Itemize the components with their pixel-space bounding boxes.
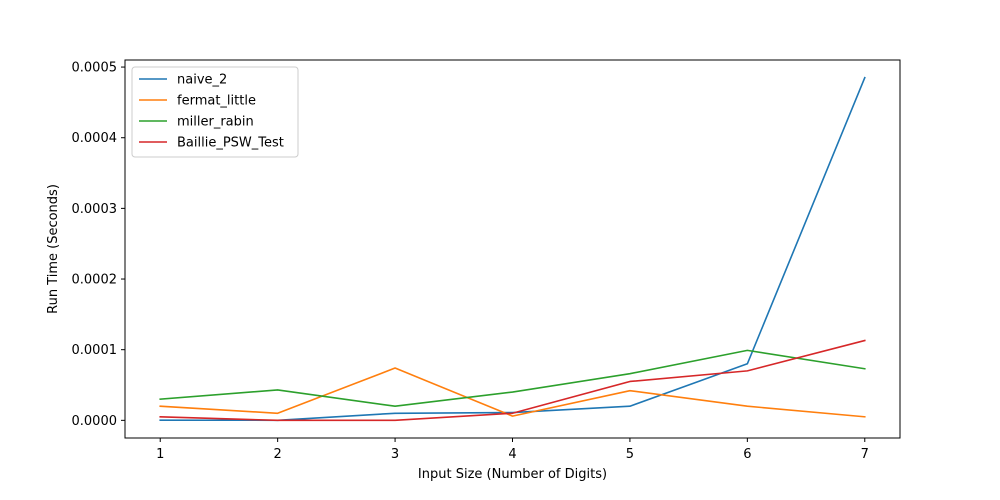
x-tick-label: 4	[508, 447, 516, 462]
legend: naive_2 fermat_little miller_rabin Baillie_…	[131, 66, 299, 158]
y-tick-label: 0.0001	[72, 343, 118, 358]
y-tick-label: 0.0005	[72, 61, 118, 76]
legend-label: Baillie_PSW_Test	[177, 136, 284, 151]
series-line-miller-rabin	[159, 349, 866, 408]
x-tick-label: 6	[743, 447, 751, 462]
x-tick-label: 1	[156, 447, 164, 462]
series-line-fermat-little	[159, 367, 866, 418]
y-tick-label: 0.0002	[72, 273, 118, 288]
y-tick-label: 0.0004	[72, 131, 118, 146]
legend-label: miller_rabin	[177, 115, 254, 130]
x-tick-label: 3	[391, 447, 399, 462]
series-lines	[159, 76, 866, 422]
legend-label: naive_2	[177, 73, 227, 88]
x-tick-label: 5	[626, 447, 634, 462]
x-tick-label: 7	[861, 447, 869, 462]
series-line-baillie-psw-test	[159, 339, 866, 422]
x-axis-label: Input Size (Number of Digits)	[418, 467, 607, 482]
y-tick-label: 0.0003	[72, 202, 118, 217]
y-tick-label: 0.0000	[72, 414, 118, 429]
x-tick-label: 2	[274, 447, 282, 462]
y-axis-label: Run Time (Seconds)	[46, 184, 61, 314]
legend-box	[131, 66, 299, 158]
legend-label: fermat_little	[177, 94, 256, 109]
ticks: 1 2 3 4 5 6 7 0.0000 0.0001 0.0002 0.0003 0.0004 0.0…	[72, 61, 869, 462]
